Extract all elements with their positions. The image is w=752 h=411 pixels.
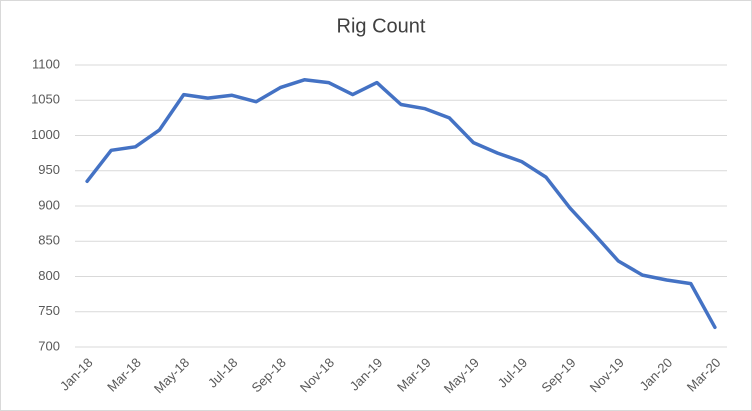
chart-title: Rig Count (337, 15, 426, 37)
y-tick-label: 950 (38, 162, 60, 177)
y-tick-label: 900 (38, 197, 60, 212)
y-tick-label: 1000 (31, 127, 60, 142)
y-tick-label: 1050 (31, 92, 60, 107)
y-tick-label: 1100 (32, 56, 60, 71)
y-tick-label: 850 (38, 233, 60, 248)
data-line (85, 78, 717, 330)
y-tick-label: 750 (38, 303, 60, 318)
y-tick-label: 800 (38, 268, 60, 283)
y-tick-label: 700 (38, 338, 60, 353)
